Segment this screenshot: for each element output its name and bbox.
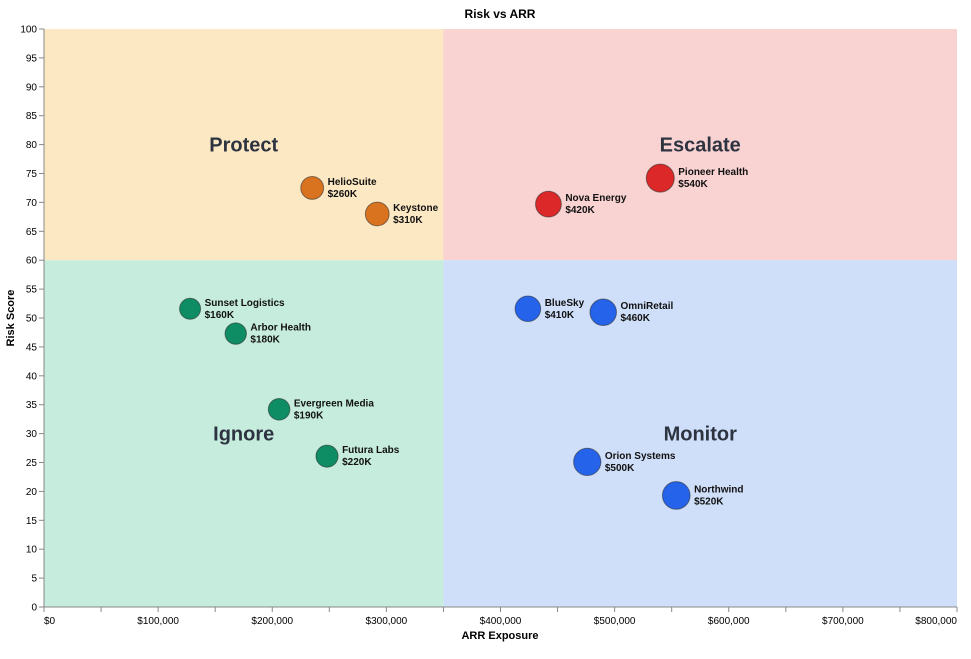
x-tick-label: $700,000: [822, 616, 864, 627]
y-tick-label: 65: [26, 227, 38, 238]
point-name-label: Sunset Logistics: [205, 298, 285, 309]
data-point-heliosuite: HelioSuite$260K: [300, 176, 377, 200]
point-marker: [573, 447, 602, 477]
point-name-label: Futura Labs: [342, 445, 400, 456]
point-name-label: Orion Systems: [605, 451, 676, 462]
point-marker: [645, 163, 675, 193]
point-marker: [661, 481, 691, 510]
point-value-label: $220K: [342, 457, 372, 468]
quadrant-protect-label: Protect: [209, 135, 278, 157]
point-value-label: $190K: [294, 410, 324, 421]
point-name-label: Pioneer Health: [678, 167, 748, 178]
point-marker: [179, 297, 202, 320]
x-tick-label: $500,000: [594, 616, 636, 627]
point-value-label: $180K: [250, 335, 280, 346]
point-name-label: HelioSuite: [328, 177, 377, 188]
y-tick-label: 100: [20, 25, 37, 36]
point-marker: [267, 398, 291, 421]
point-value-label: $160K: [205, 310, 235, 321]
y-tick-label: 30: [26, 429, 38, 440]
data-point-omniretail: OmniRetail$460K: [589, 298, 673, 326]
data-point-keystone: Keystone$310K: [364, 201, 439, 227]
point-name-label: Nova Energy: [565, 193, 627, 204]
chart-title: Risk vs ARR: [465, 7, 536, 21]
y-tick-label: 35: [26, 400, 38, 411]
data-point-northwind: Northwind$520K: [661, 481, 744, 510]
quadrant-monitor-label: Monitor: [664, 424, 738, 446]
point-name-label: Keystone: [393, 203, 438, 214]
data-point-futura-labs: Futura Labs$220K: [315, 444, 400, 468]
point-marker: [535, 190, 562, 218]
y-tick-label: 95: [26, 53, 38, 64]
quadrant-ignore-background: [44, 260, 444, 607]
point-value-label: $310K: [393, 215, 423, 226]
data-point-sunset-logistics: Sunset Logistics$160K: [179, 297, 285, 321]
point-value-label: $420K: [565, 205, 595, 216]
x-tick-label: $800,000: [915, 616, 957, 627]
point-marker: [315, 444, 339, 468]
x-axis-title: ARR Exposure: [461, 630, 538, 642]
quadrant-ignore-label: Ignore: [213, 424, 274, 446]
point-value-label: $410K: [545, 310, 575, 321]
point-value-label: $540K: [678, 179, 708, 190]
data-point-nova-energy: Nova Energy$420K: [535, 190, 627, 218]
y-axis-title: Risk Score: [5, 290, 17, 347]
y-tick-label: 20: [26, 487, 38, 498]
point-value-label: $500K: [605, 463, 635, 474]
point-value-label: $460K: [620, 313, 650, 324]
y-tick-label: 50: [26, 314, 38, 325]
x-tick-label: $100,000: [137, 616, 179, 627]
y-tick-label: 25: [26, 458, 38, 469]
x-tick-label: $400,000: [480, 616, 522, 627]
point-value-label: $260K: [328, 189, 358, 200]
data-point-pioneer-health: Pioneer Health$540K: [645, 163, 748, 193]
point-name-label: Arbor Health: [250, 323, 311, 334]
data-point-arbor-health: Arbor Health$180K: [224, 322, 311, 346]
quadrant-escalate-background: [443, 29, 957, 261]
y-tick-label: 60: [26, 256, 38, 267]
point-marker: [589, 298, 617, 326]
x-tick-label: $200,000: [251, 616, 293, 627]
point-value-label: $520K: [694, 496, 724, 507]
point-marker: [364, 201, 390, 227]
y-tick-label: 45: [26, 342, 38, 353]
point-marker: [514, 295, 542, 323]
quadrant-escalate-label: Escalate: [660, 135, 741, 157]
y-tick-label: 0: [31, 603, 37, 614]
axes: $0 $100,000 $200,000 $300,000 $400,000 $500,0…: [20, 25, 958, 627]
point-marker: [224, 322, 247, 345]
quadrant-labels: Protect Escalate Ignore Monitor: [209, 135, 741, 446]
y-tick-label: 90: [26, 82, 38, 93]
data-point-bluesky: BlueSky$410K: [514, 295, 585, 323]
data-point-evergreen-media: Evergreen Media$190K: [267, 398, 374, 421]
x-tick-label: $0: [44, 616, 56, 627]
y-tick-label: 40: [26, 371, 38, 382]
y-tick-label: 75: [26, 169, 38, 180]
y-tick-label: 15: [26, 516, 38, 527]
data-point-orion-systems: Orion Systems$500K: [573, 447, 676, 477]
x-tick-label: $300,000: [366, 616, 408, 627]
point-name-label: BlueSky: [545, 298, 585, 309]
y-tick-label: 80: [26, 140, 38, 151]
point-name-label: Evergreen Media: [294, 398, 374, 409]
point-marker: [300, 176, 325, 200]
y-tick-label: 85: [26, 111, 38, 122]
y-tick-label: 5: [31, 574, 37, 585]
y-tick-label: 70: [26, 198, 38, 209]
y-tick-label: 10: [26, 545, 38, 556]
x-tick-label: $600,000: [708, 616, 750, 627]
y-tick-label: 55: [26, 285, 38, 296]
quadrant-backgrounds: [44, 29, 957, 607]
point-name-label: Northwind: [694, 484, 743, 495]
point-name-label: OmniRetail: [620, 301, 673, 312]
